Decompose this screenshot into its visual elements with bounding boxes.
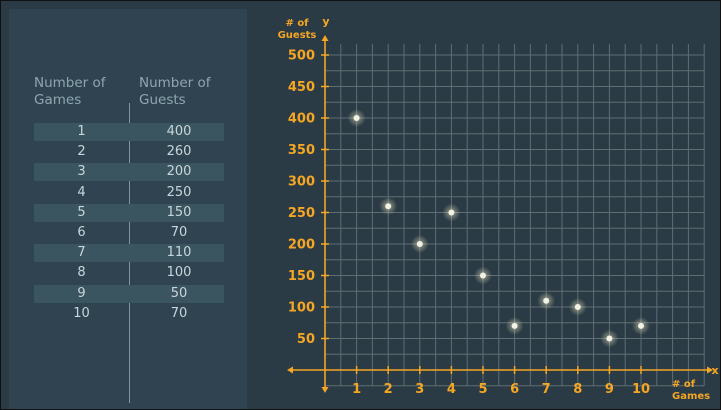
data-point xyxy=(574,304,581,310)
table-row: 7 110 xyxy=(34,244,224,263)
cell-games: 6 xyxy=(77,225,86,240)
y-axis-letter: y xyxy=(322,15,329,28)
table-row: 4 250 xyxy=(34,184,224,202)
data-point xyxy=(511,322,518,329)
table-row: 6 70 xyxy=(34,224,224,242)
x-axis-title: # of Games xyxy=(672,379,710,402)
y-tick-label: 150 xyxy=(288,269,315,284)
cell-games: 5 xyxy=(77,204,86,220)
x-tick-label: 10 xyxy=(632,382,650,397)
table-row: 2 260 xyxy=(34,143,224,161)
x-axis-arrow-right xyxy=(707,366,713,374)
cell-games: 3 xyxy=(77,164,86,180)
x-tick-label: 7 xyxy=(542,382,551,397)
table-row: 5 150 xyxy=(34,203,224,222)
x-tick-label: 4 xyxy=(447,382,456,397)
x-tick-label: 9 xyxy=(605,382,614,397)
y-tick-label: 100 xyxy=(288,301,315,316)
data-point xyxy=(448,209,455,216)
cell-guests: 110 xyxy=(166,245,192,261)
header-number-of-games: Number of Games xyxy=(34,75,106,108)
y-axis-title: # of Guests xyxy=(278,18,317,41)
cell-games: 10 xyxy=(73,305,90,321)
y-axis-arrow-up xyxy=(321,35,329,41)
table-row: 8 100 xyxy=(34,264,224,282)
data-point xyxy=(353,115,360,121)
cell-games: 4 xyxy=(77,184,86,200)
cell-guests: 70 xyxy=(170,225,188,240)
cell-games: 7 xyxy=(77,245,86,261)
table-row: 9 50 xyxy=(34,284,224,303)
cell-guests: 50 xyxy=(170,285,188,301)
data-point xyxy=(385,203,392,210)
y-tick-label: 200 xyxy=(288,238,315,253)
cell-guests: 260 xyxy=(166,144,192,160)
x-tick-label: 5 xyxy=(478,382,487,397)
header-number-of-guests: Number of Guests xyxy=(139,75,211,108)
x-axis-arrow-left xyxy=(287,366,293,374)
cell-guests: 250 xyxy=(166,184,192,200)
x-tick-label: 3 xyxy=(415,382,424,397)
x-tick-label: 6 xyxy=(510,382,519,397)
cell-games: 1 xyxy=(77,124,86,139)
table-row: 3 200 xyxy=(34,163,224,182)
y-tick-label: 350 xyxy=(288,143,315,158)
cell-guests: 150 xyxy=(166,204,192,220)
data-point xyxy=(480,272,486,279)
x-tick-label: 8 xyxy=(573,382,582,397)
y-tick-label: 400 xyxy=(288,112,315,127)
data-point xyxy=(543,297,550,304)
y-tick-label: 250 xyxy=(288,206,315,221)
data-table-panel: Number of Games Number of Guests 1 400 2 26… xyxy=(9,9,247,409)
cell-guests: 200 xyxy=(166,164,192,180)
table-row: 10 70 xyxy=(34,305,224,323)
table-row: 1 400 xyxy=(34,123,224,141)
cell-games: 8 xyxy=(77,265,86,281)
x-tick-label: 2 xyxy=(384,382,393,397)
data-point xyxy=(606,335,613,342)
y-axis-arrow-down xyxy=(321,387,329,393)
x-tick-label: 1 xyxy=(352,382,361,397)
data-point xyxy=(416,241,423,247)
cell-games: 2 xyxy=(77,144,86,160)
y-tick-label: 300 xyxy=(288,175,315,190)
cell-games: 9 xyxy=(77,285,86,301)
data-point xyxy=(638,322,644,329)
y-tick-label: 450 xyxy=(288,80,315,95)
cell-guests: 70 xyxy=(170,305,188,321)
y-tick-label: 500 xyxy=(288,49,315,64)
x-axis-letter: x xyxy=(711,364,718,377)
cell-guests: 100 xyxy=(166,265,192,281)
cell-guests: 400 xyxy=(166,124,192,139)
y-tick-label: 50 xyxy=(297,332,315,347)
